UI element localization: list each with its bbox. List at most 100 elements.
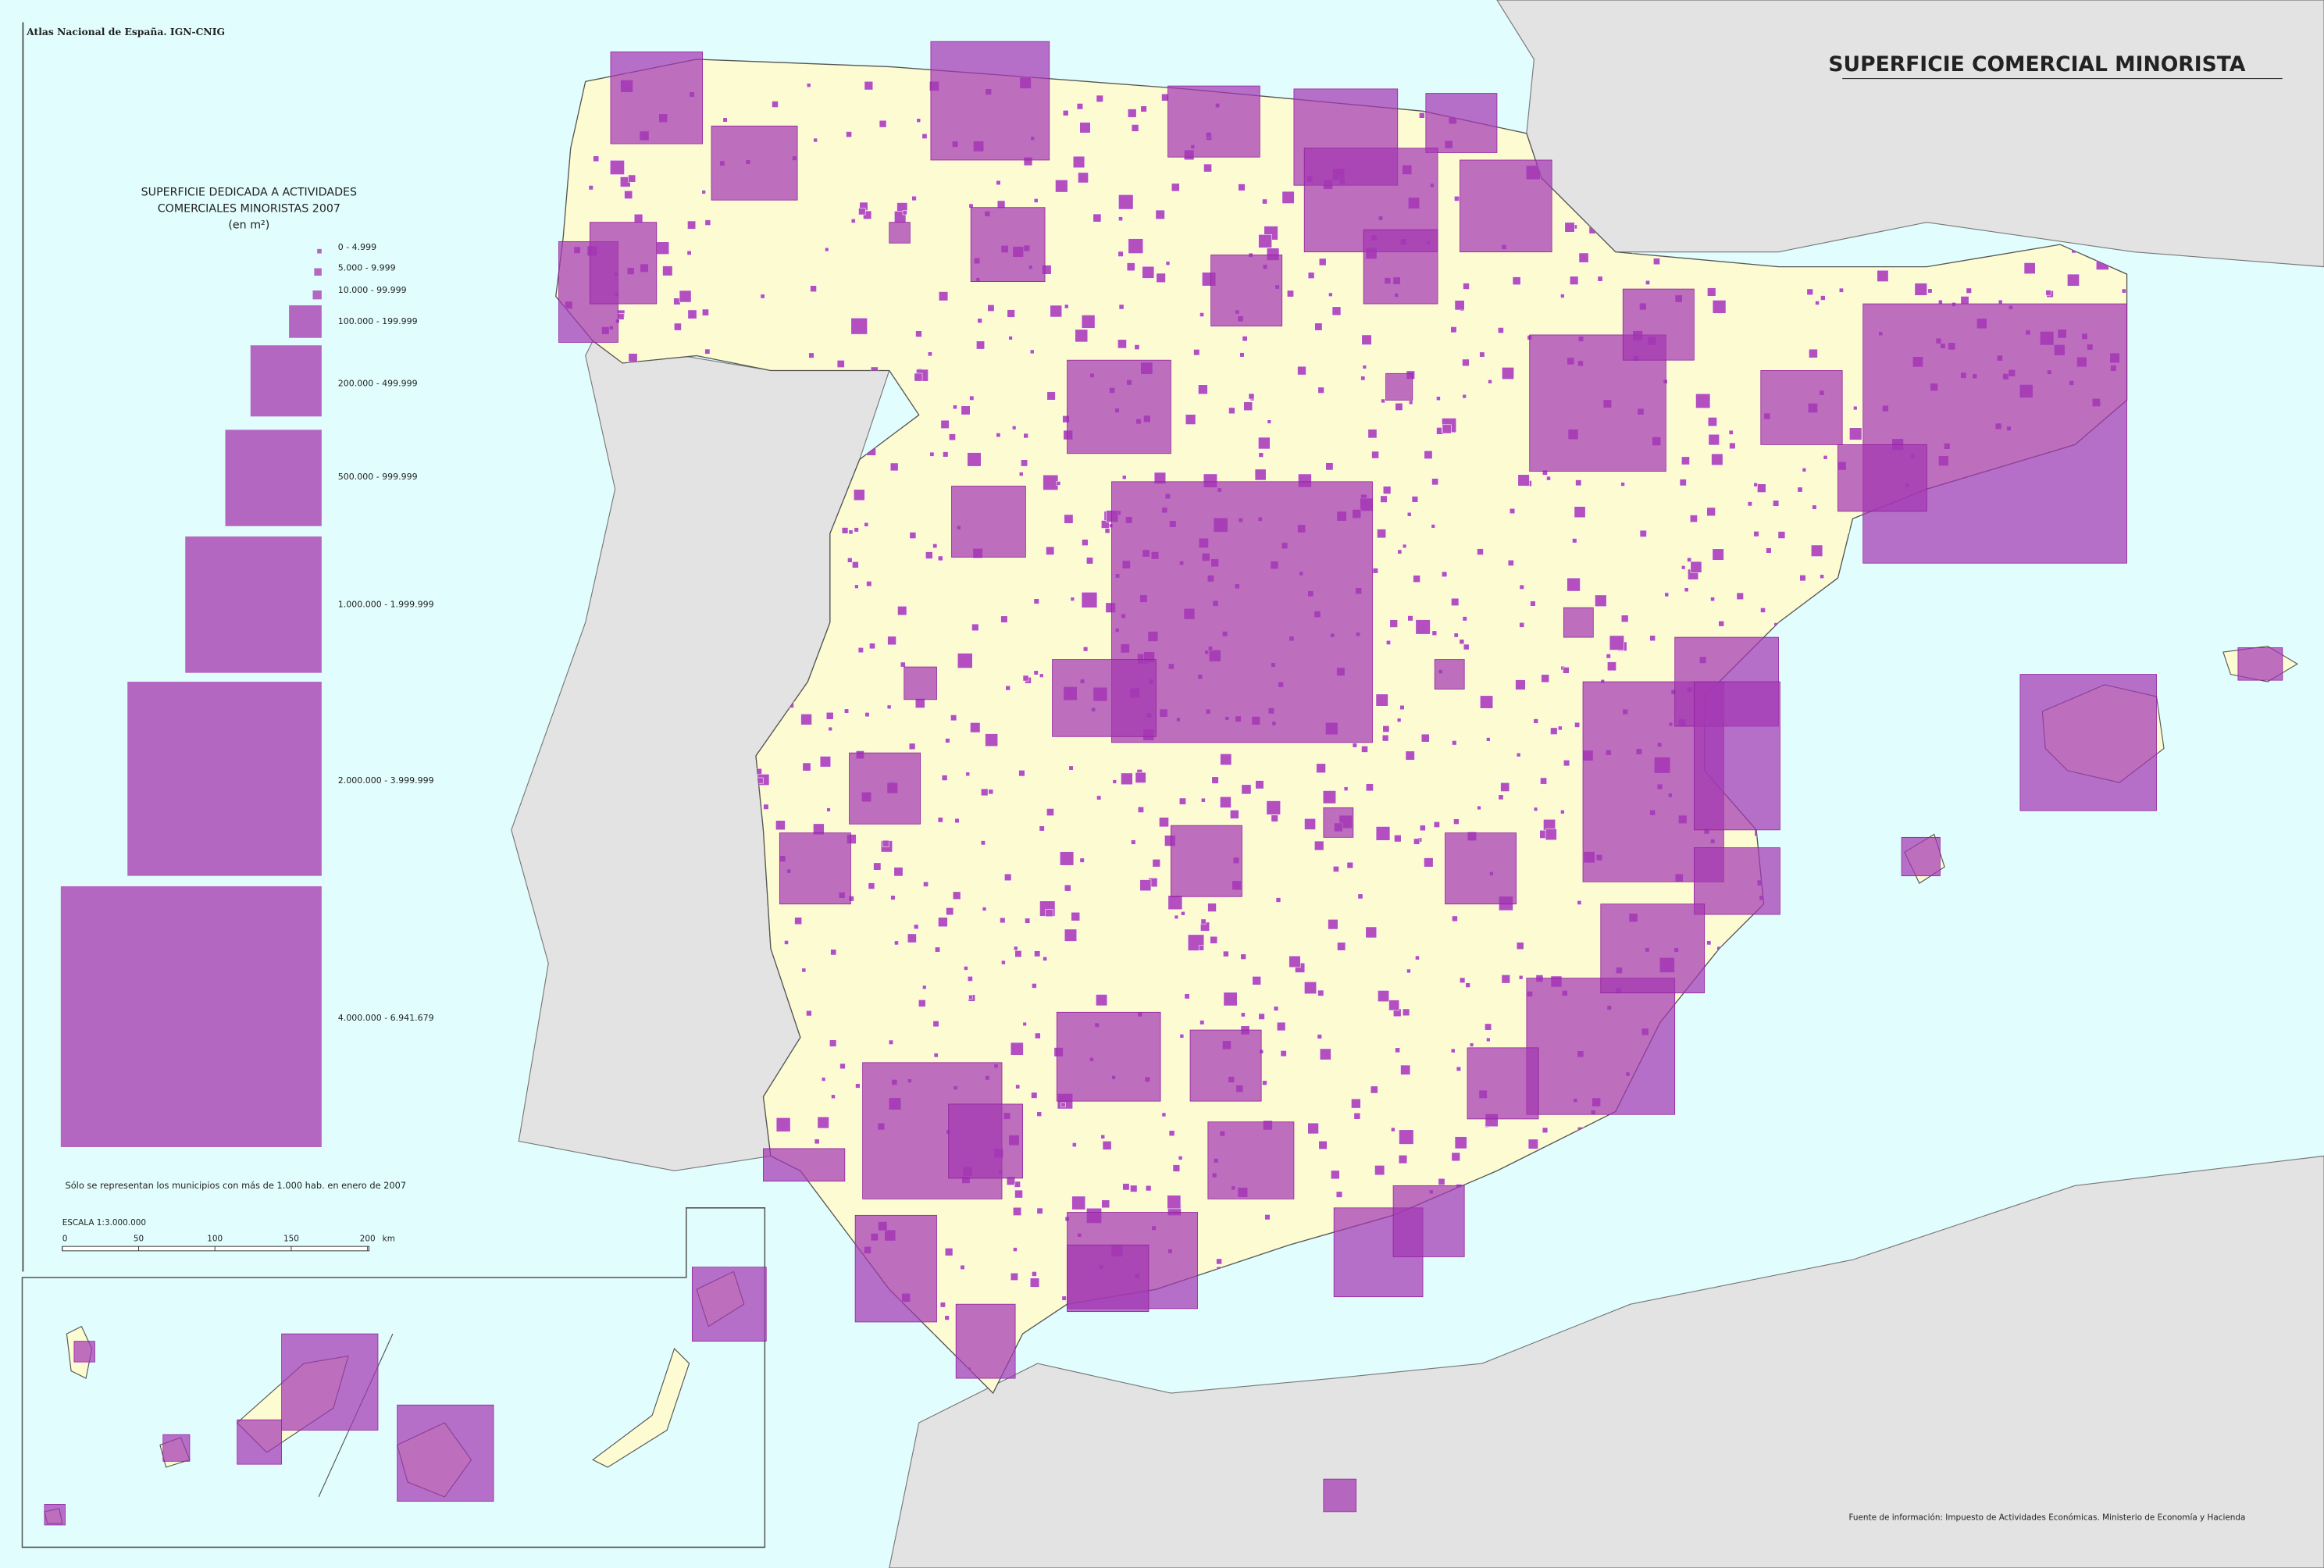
municipality-square [965, 772, 971, 777]
municipality-square [1079, 122, 1091, 134]
municipality-square [1815, 301, 1820, 305]
municipality-square [1280, 1050, 1287, 1057]
municipality-square [915, 330, 922, 337]
large-squares [558, 41, 2283, 1513]
municipality-square [1480, 695, 1494, 709]
municipality-square [1450, 326, 1457, 333]
municipality-square [927, 351, 932, 357]
municipality-square [1046, 808, 1054, 816]
municipality-square [686, 250, 692, 255]
municipality-square [828, 726, 832, 732]
legend-label: 1.000.000 - 1.999.999 [338, 599, 434, 609]
municipality-square [1140, 105, 1147, 112]
legend-title: COMERCIALES MINORISTAS 2007 [158, 203, 340, 216]
municipality-square [1509, 508, 1516, 515]
municipality-square [1276, 1021, 1286, 1032]
municipality-square [763, 804, 769, 810]
note: Sólo se representan los municipios con m… [66, 1180, 407, 1191]
large-square [1210, 255, 1283, 326]
municipality-square [918, 999, 926, 1007]
municipality-square [1220, 796, 1232, 808]
municipality-square [1248, 393, 1255, 400]
municipality-square [1070, 597, 1075, 601]
legend-label: 100.000 - 199.999 [338, 316, 418, 326]
municipality-square [1039, 825, 1045, 832]
municipality-square [1569, 276, 1579, 285]
municipality-square [1096, 795, 1102, 800]
municipality-square [941, 775, 948, 781]
municipality-square [1645, 280, 1650, 285]
large-square [1467, 1047, 1539, 1120]
municipality-square [1337, 942, 1346, 951]
municipality-square [1025, 918, 1031, 924]
municipality-square [1463, 643, 1470, 650]
municipality-square [1029, 1278, 1040, 1288]
large-square [44, 1504, 66, 1526]
municipality-square [943, 451, 949, 458]
large-square [1622, 288, 1695, 361]
municipality-square [609, 160, 625, 175]
large-square [1189, 1029, 1262, 1102]
large-square [1167, 85, 1260, 158]
municipality-square [873, 862, 882, 871]
municipality-square [1004, 873, 1012, 882]
municipality-square [846, 131, 852, 137]
municipality-square [1036, 1111, 1043, 1117]
municipality-square [850, 218, 856, 223]
municipality-square [1806, 288, 1813, 296]
municipality-square [847, 558, 853, 563]
municipality-square [1687, 557, 1692, 562]
municipality-square [914, 698, 925, 708]
municipality-square [1394, 834, 1402, 843]
municipality-square [1307, 1122, 1319, 1135]
municipality-square [1010, 1272, 1018, 1281]
municipality-square [1230, 810, 1239, 819]
municipality-square [1550, 727, 1558, 735]
municipality-square [1307, 272, 1315, 279]
municipality-square [1606, 654, 1611, 659]
municipality-square [1371, 451, 1379, 459]
large-square [2019, 674, 2157, 811]
large-square [849, 752, 921, 825]
municipality-square [1131, 124, 1139, 132]
municipality-square [1395, 1047, 1400, 1053]
municipality-square [1258, 437, 1271, 450]
municipality-square [971, 623, 979, 632]
municipality-square [1718, 620, 1724, 627]
municipality-square [1380, 495, 1388, 503]
municipality-square [1402, 1008, 1410, 1017]
municipality-square [1451, 597, 1460, 607]
municipality-square [890, 895, 896, 900]
municipality-square [939, 1302, 946, 1308]
municipality-square [888, 1039, 894, 1045]
municipality-square [1463, 283, 1470, 290]
municipality-square [1304, 982, 1317, 995]
municipality-square [1477, 548, 1484, 555]
municipality-square [1165, 261, 1171, 265]
municipality-square [1075, 329, 1089, 343]
municipality-square [988, 789, 994, 795]
legend-swatch [312, 290, 322, 300]
municipality-square [1653, 258, 1660, 265]
municipality-square [1203, 163, 1212, 173]
municipality-square [1271, 814, 1278, 822]
municipality-square [1564, 222, 1575, 233]
municipality-square [806, 83, 811, 87]
municipality-square [814, 1139, 820, 1145]
municipality-square [1223, 992, 1238, 1007]
municipality-square [1381, 734, 1389, 742]
municipality-square [704, 219, 711, 226]
municipality-square [817, 1116, 829, 1129]
municipality-square [1517, 474, 1530, 486]
municipality-square [1877, 269, 1889, 282]
municipality-square [1178, 1156, 1183, 1160]
municipality-square [1061, 1295, 1067, 1301]
municipality-square [1454, 195, 1460, 201]
municipality-square [1462, 394, 1467, 399]
municipality-square [1264, 1214, 1271, 1221]
municipality-square [772, 101, 779, 108]
municipality-square [1515, 679, 1526, 690]
municipality-square [1243, 401, 1253, 412]
municipality-square [1330, 1170, 1340, 1180]
municipality-square [1021, 459, 1028, 467]
